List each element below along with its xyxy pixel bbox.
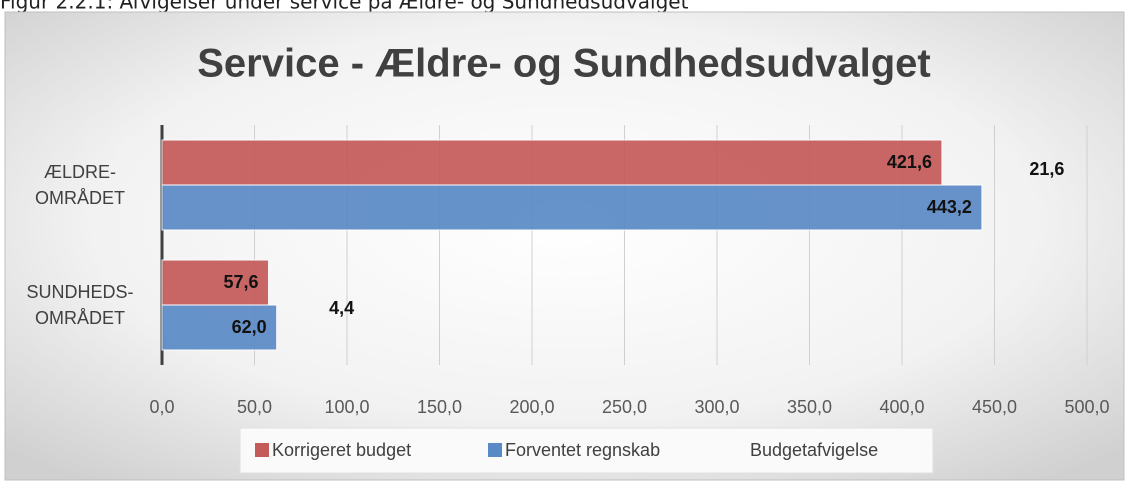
bar <box>161 304 278 351</box>
legend-swatch <box>255 443 269 457</box>
data-label: 443,2 <box>927 197 972 217</box>
bar <box>161 259 270 306</box>
legend-swatch <box>488 443 502 457</box>
bar <box>161 139 943 186</box>
x-tick-label: 200,0 <box>509 397 554 417</box>
legend-label: Korrigeret budget <box>272 440 411 460</box>
x-tick-label: 300,0 <box>694 397 739 417</box>
caption: Figur 2.2.1: Afvigelser under service på… <box>0 0 689 14</box>
data-label: 421,6 <box>887 152 932 172</box>
x-tick-label: 450,0 <box>972 397 1017 417</box>
legend-box <box>239 427 934 474</box>
data-label: 21,6 <box>1029 159 1064 179</box>
data-label: 4,4 <box>329 298 354 318</box>
y-tick-label: SUNDHEDS- OMRÅDET <box>26 282 134 328</box>
legend-label: Forventet regnskab <box>505 440 660 460</box>
x-tick-label: 250,0 <box>602 397 647 417</box>
x-tick-label: 0,0 <box>149 397 174 417</box>
chart-area <box>4 11 1125 481</box>
x-tick-label: 100,0 <box>324 397 369 417</box>
x-tick-label: 350,0 <box>787 397 832 417</box>
x-tick-label: 400,0 <box>879 397 924 417</box>
x-tick-label: 50,0 <box>237 397 272 417</box>
x-tick-label: 150,0 <box>417 397 462 417</box>
data-label: 57,6 <box>224 272 259 292</box>
bar <box>161 184 983 231</box>
x-tick-label: 500,0 <box>1064 397 1109 417</box>
legend-label: Budgetafvigelse <box>750 440 878 460</box>
data-label: 62,0 <box>232 317 267 337</box>
y-tick-label: ÆLDRE- OMRÅDET <box>35 162 125 208</box>
chart-title: Service - Ældre- og Sundhedsudvalget <box>197 42 930 86</box>
